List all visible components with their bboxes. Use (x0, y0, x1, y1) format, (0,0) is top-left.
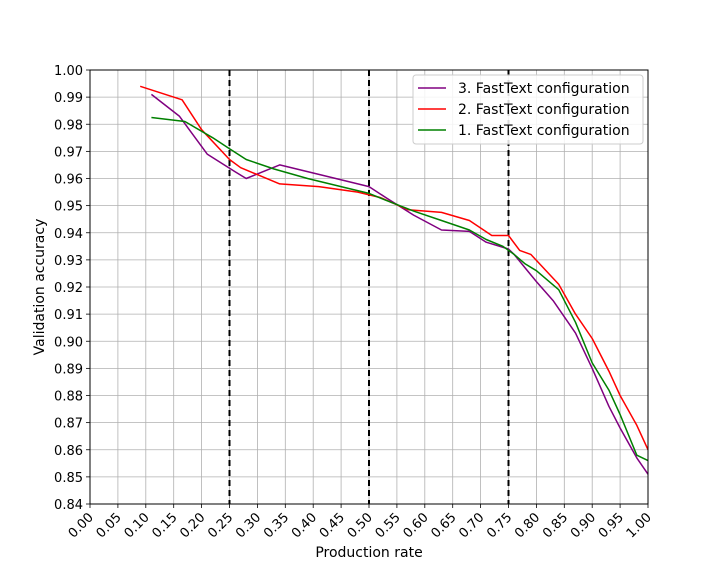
y-axis-ticks: 0.84 0.85 0.86 0.87 0.88 0.89 0.90 0.91 0.92 0.93… (54, 64, 90, 513)
y-tick-label: 0.86 (54, 444, 83, 459)
y-axis-label: Validation accuracy (32, 219, 48, 356)
y-tick-label: 0.85 (54, 471, 83, 486)
y-tick-label: 0.95 (54, 200, 83, 215)
y-tick-label: 0.90 (54, 335, 83, 350)
y-tick-label: 0.96 (54, 173, 83, 188)
y-tick-label: 0.98 (54, 118, 83, 133)
legend-label: 2. FastText configuration (458, 102, 630, 118)
legend-label: 3. FastText configuration (458, 81, 630, 97)
legend-label: 1. FastText configuration (458, 123, 630, 139)
y-tick-label: 0.92 (54, 281, 83, 296)
y-tick-label: 0.91 (54, 308, 83, 323)
y-tick-label: 0.88 (54, 390, 83, 405)
legend-box (412, 74, 644, 145)
y-tick-label: 0.97 (54, 145, 83, 160)
legend: 3. FastText configuration 2. FastText con… (412, 74, 644, 145)
series-line (151, 116, 649, 462)
series-line (139, 85, 649, 451)
x-axis-label: Production rate (315, 545, 422, 561)
series-line (150, 93, 649, 475)
y-tick-label: 0.94 (54, 227, 83, 242)
y-tick-label: 0.84 (54, 498, 83, 513)
y-tick-label: 0.93 (54, 254, 83, 269)
y-tick-label: 0.87 (54, 417, 83, 432)
y-tick-label: 0.89 (54, 362, 83, 377)
y-tick-label: 0.99 (54, 91, 83, 106)
y-tick-label: 1.00 (54, 64, 83, 79)
series-lines (139, 85, 649, 475)
